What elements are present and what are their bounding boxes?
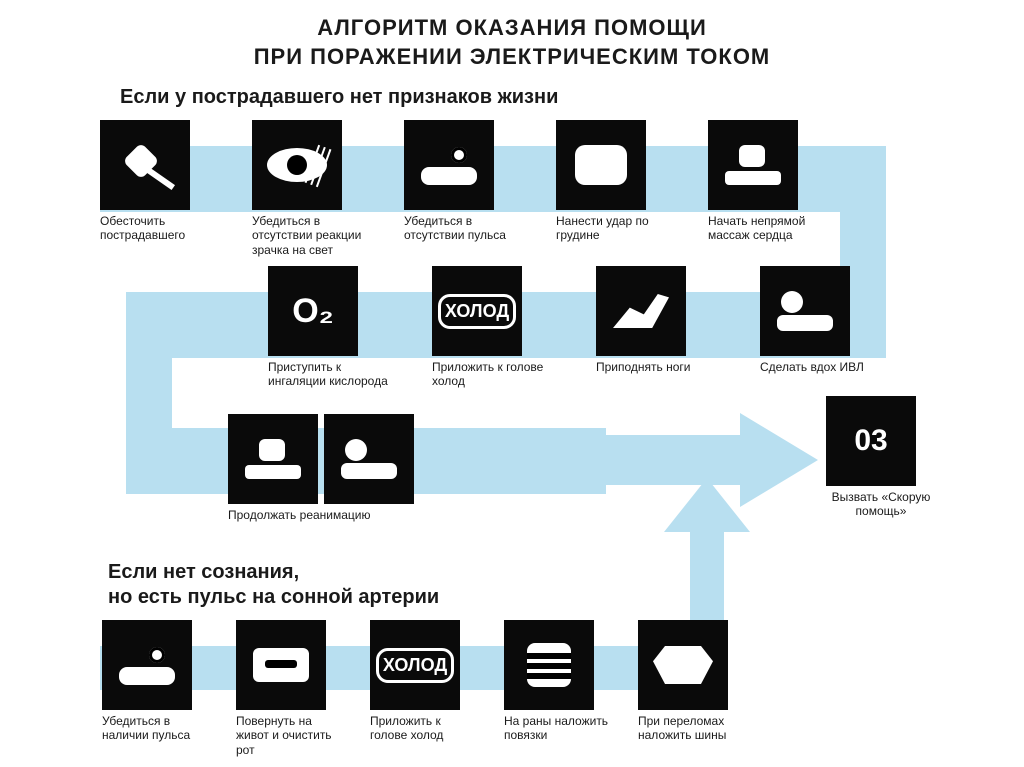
step-raise-legs: Приподнять ноги [596, 266, 716, 374]
step-no-pulse: Убедиться в отсутствии пульса [404, 120, 524, 243]
step-cold: ХОЛОД Приложить к голове холод [432, 266, 552, 389]
cold-text: ХОЛОД [438, 294, 516, 329]
step-deenergize: Обесточить пострадавшего [100, 120, 220, 243]
pulse-icon [102, 620, 192, 710]
phone-icon: 03 [826, 396, 916, 486]
step-bandage: На раны наложить повязки [504, 620, 614, 743]
step-continue-resuscitation: Продолжать реанимацию [228, 414, 428, 522]
cold-icon: ХОЛОД [432, 266, 522, 356]
step-check-pulse: Убедиться в наличии пульса [102, 620, 212, 743]
o2-text: O₂ [292, 292, 334, 331]
section2-heading: Если нет сознания, но есть пульс на сонн… [108, 560, 439, 610]
cpr-icon [228, 414, 318, 504]
caption: Начать непрямой массаж сердца [708, 214, 838, 243]
step-cpr: Начать непрямой массаж сердца [708, 120, 858, 243]
step-splint: При переломах наложить шины [638, 620, 748, 743]
step-call-ambulance: 03 Вызвать «Скорую помощь» [826, 396, 946, 519]
step-turn-over: Повернуть на живот и очистить рот [236, 620, 346, 757]
fist-icon [556, 120, 646, 210]
section2-line2: но есть пульс на сонной артерии [108, 586, 439, 608]
legs-icon [596, 266, 686, 356]
caption: Обесточить пострадавшего [100, 214, 220, 243]
caption: На раны наложить повязки [504, 714, 614, 743]
caption: Сделать вдох ИВЛ [760, 360, 880, 374]
cold-text: ХОЛОД [376, 648, 454, 683]
eye-icon [252, 120, 342, 210]
main-title: АЛГОРИТМ ОКАЗАНИЯ ПОМОЩИ ПРИ ПОРАЖЕНИИ Э… [0, 0, 1024, 71]
cold-icon: ХОЛОД [370, 620, 460, 710]
pulse-icon [404, 120, 494, 210]
title-line-1: АЛГОРИТМ ОКАЗАНИЯ ПОМОЩИ [317, 15, 707, 40]
caption: Продолжать реанимацию [228, 508, 408, 522]
section1-heading: Если у пострадавшего нет признаков жизни [120, 86, 558, 109]
step-pupil-check: Убедиться в отсутствии реакции зрачка на… [252, 120, 372, 257]
caption: При переломах наложить шины [638, 714, 748, 743]
bandage-icon [504, 620, 594, 710]
turn-icon [236, 620, 326, 710]
caption: Убедиться в наличии пульса [102, 714, 212, 743]
step-o2: O₂ Приступить к ингаляции кислорода [268, 266, 388, 389]
caption: Нанести удар по грудине [556, 214, 676, 243]
breath-icon [324, 414, 414, 504]
caption: Приподнять ноги [596, 360, 716, 374]
page: АЛГОРИТМ ОКАЗАНИЯ ПОМОЩИ ПРИ ПОРАЖЕНИИ Э… [0, 0, 1024, 767]
cpr-icon [708, 120, 798, 210]
title-line-2: ПРИ ПОРАЖЕНИИ ЭЛЕКТРИЧЕСКИМ ТОКОМ [254, 44, 771, 69]
caption: Убедиться в отсутствии пульса [404, 214, 524, 243]
caption: Приложить к голове холод [370, 714, 480, 743]
step-cold-2: ХОЛОД Приложить к голове холод [370, 620, 480, 743]
phone-03-text: 03 [854, 424, 887, 458]
step-chest-strike: Нанести удар по грудине [556, 120, 676, 243]
breath-icon [760, 266, 850, 356]
caption: Повернуть на живот и очистить рот [236, 714, 346, 757]
o2-icon: O₂ [268, 266, 358, 356]
section2-line1: Если нет сознания, [108, 561, 299, 583]
plug-icon [100, 120, 190, 210]
caption: Приступить к ингаляции кислорода [268, 360, 388, 389]
splint-icon [638, 620, 728, 710]
caption: Убедиться в отсутствии реакции зрачка на… [252, 214, 372, 257]
caption: Приложить к голове холод [432, 360, 552, 389]
step-breath: Сделать вдох ИВЛ [760, 266, 880, 374]
caption: Вызвать «Скорую помощь» [826, 490, 936, 519]
